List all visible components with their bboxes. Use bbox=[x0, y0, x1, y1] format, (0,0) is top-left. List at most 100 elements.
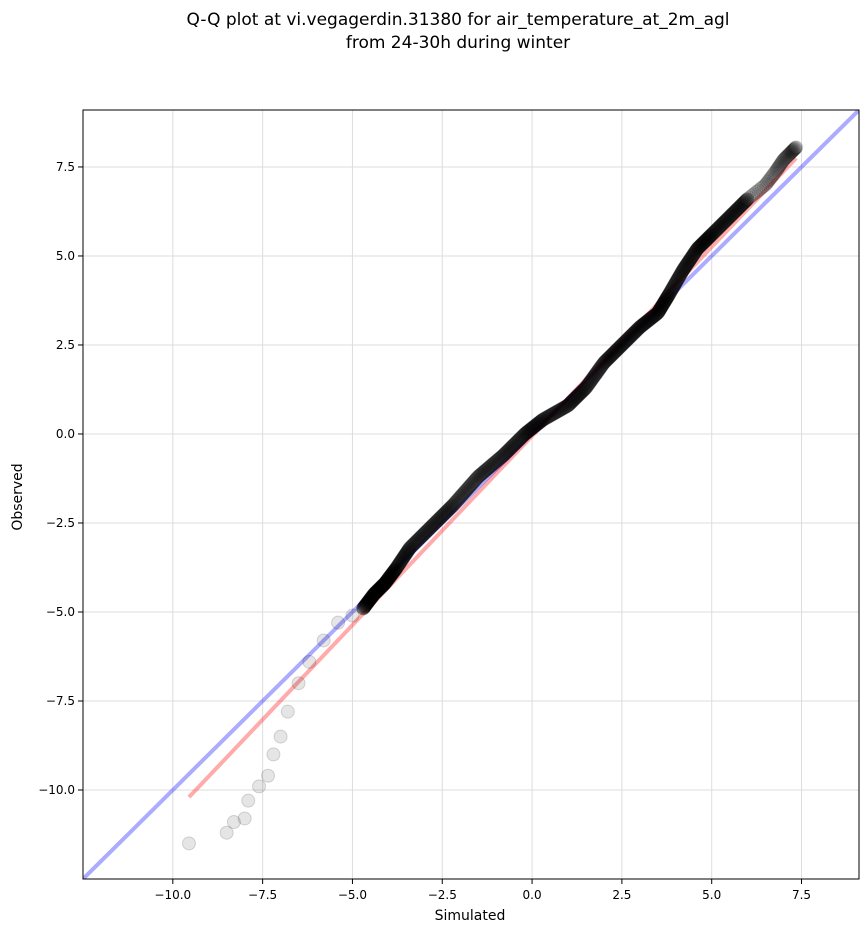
quantile-point bbox=[566, 393, 581, 408]
quantile-point bbox=[662, 286, 677, 301]
quantile-point bbox=[508, 436, 523, 451]
quantile-point bbox=[527, 419, 542, 434]
quantile-point bbox=[579, 380, 594, 395]
quantile-point bbox=[673, 268, 688, 283]
quantile-point bbox=[378, 575, 393, 590]
quantile-point bbox=[651, 305, 666, 320]
quantile-point bbox=[639, 314, 654, 329]
quantile-point bbox=[476, 464, 491, 479]
quantile-point bbox=[708, 224, 723, 239]
quantile-point bbox=[533, 414, 548, 429]
quantile-point bbox=[477, 464, 492, 479]
quantile-point bbox=[356, 601, 371, 616]
quantile-point bbox=[634, 318, 649, 333]
quantile-point bbox=[392, 555, 407, 570]
quantile-point bbox=[691, 241, 706, 256]
quantile-point bbox=[491, 452, 506, 467]
quantile-point bbox=[660, 289, 675, 304]
quantile-point bbox=[431, 512, 446, 527]
quantile-point bbox=[384, 567, 399, 582]
quantile-point bbox=[751, 183, 766, 198]
quantile-point bbox=[376, 578, 391, 593]
quantile-point bbox=[586, 370, 601, 385]
quantile-point bbox=[417, 526, 432, 541]
quantile-point bbox=[429, 514, 444, 529]
x-tick-label: −7.5 bbox=[248, 888, 277, 902]
quantile-point bbox=[557, 400, 572, 415]
quantile-point bbox=[718, 213, 733, 228]
quantile-point bbox=[642, 312, 657, 327]
quantile-point bbox=[670, 271, 685, 286]
quantile-point bbox=[438, 505, 453, 520]
quantile-point bbox=[655, 297, 670, 312]
quantile-point bbox=[559, 399, 574, 414]
quantile-point bbox=[480, 461, 495, 476]
quantile-point bbox=[710, 222, 725, 237]
quantile-point bbox=[548, 405, 563, 420]
quantile-point bbox=[378, 575, 393, 590]
quantile-point bbox=[364, 591, 379, 606]
quantile-point bbox=[543, 408, 558, 423]
quantile-point bbox=[491, 452, 506, 467]
quantile-point bbox=[583, 375, 598, 390]
quantile-point bbox=[776, 152, 791, 167]
quantile-point bbox=[391, 557, 406, 572]
quantile-point bbox=[506, 438, 521, 453]
quantile-point bbox=[679, 257, 694, 272]
quantile-point bbox=[469, 471, 484, 486]
quantile-point bbox=[562, 397, 577, 412]
quantile-point bbox=[430, 513, 445, 528]
quantile-point bbox=[673, 267, 688, 282]
quantile-point bbox=[674, 266, 689, 281]
quantile-point bbox=[513, 431, 528, 446]
quantile-point bbox=[775, 153, 790, 168]
quantile-point bbox=[697, 234, 712, 249]
quantile-point bbox=[692, 239, 707, 254]
quantile-point bbox=[520, 425, 535, 440]
quantile-point bbox=[692, 240, 707, 255]
quantile-point bbox=[671, 271, 686, 286]
quantile-point bbox=[357, 600, 372, 615]
quantile-point bbox=[409, 534, 424, 549]
quantile-point bbox=[709, 223, 724, 238]
quantile-point bbox=[687, 245, 702, 260]
x-tick-label: 2.5 bbox=[612, 888, 631, 902]
quantile-point bbox=[374, 579, 389, 594]
quantile-point bbox=[394, 553, 409, 568]
quantile-point bbox=[408, 535, 423, 550]
quantile-point bbox=[646, 309, 661, 324]
quantile-point bbox=[540, 409, 555, 424]
quantile-point bbox=[449, 493, 464, 508]
quantile-point bbox=[684, 250, 699, 265]
quantile-point bbox=[515, 429, 530, 444]
quantile-point bbox=[691, 240, 706, 255]
quantile-point bbox=[397, 548, 412, 563]
quantile-point bbox=[584, 372, 599, 387]
quantile-point bbox=[421, 522, 436, 537]
quantile-point bbox=[587, 368, 602, 383]
quantile-point bbox=[487, 455, 502, 470]
quantile-point bbox=[568, 391, 583, 406]
quantile-point bbox=[485, 457, 500, 472]
quantile-point bbox=[544, 408, 559, 423]
quantile-point bbox=[732, 200, 747, 215]
quantile-point bbox=[781, 147, 796, 162]
reference-lines bbox=[83, 110, 859, 879]
quantile-point bbox=[507, 437, 522, 452]
quantile-point bbox=[448, 495, 463, 510]
quantile-point bbox=[553, 402, 568, 417]
quantile-point bbox=[688, 243, 703, 258]
quantile-point bbox=[678, 260, 693, 275]
quantile-point bbox=[753, 182, 768, 197]
quantile-point bbox=[714, 218, 729, 233]
quantile-point bbox=[506, 438, 521, 453]
quantile-point bbox=[502, 441, 517, 456]
quantile-point bbox=[697, 235, 712, 250]
quantile-point bbox=[678, 259, 693, 274]
quantile-point bbox=[702, 230, 717, 245]
quantile-point bbox=[406, 537, 421, 552]
quantile-point bbox=[471, 469, 486, 484]
quantile-point bbox=[496, 447, 511, 462]
quantile-point bbox=[489, 454, 504, 469]
quantile-point bbox=[668, 276, 683, 291]
